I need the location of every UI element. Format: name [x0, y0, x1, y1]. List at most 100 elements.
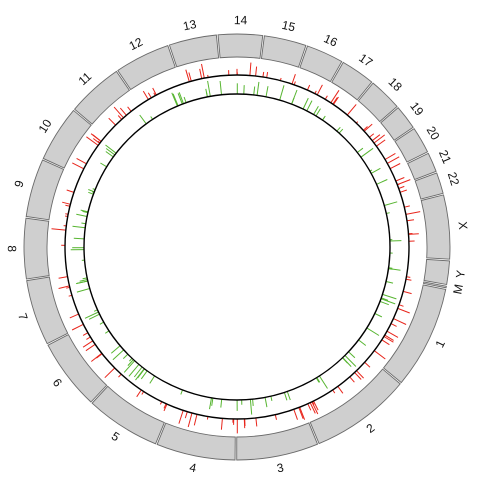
inner-track-mark — [374, 313, 383, 318]
chromosome-label-6: 6 — [50, 376, 65, 390]
chromosome-segment-18 — [357, 82, 398, 123]
outer-track-mark — [66, 189, 75, 193]
inner-track-mark — [82, 210, 89, 214]
outer-track-mark — [117, 115, 123, 120]
inner-track-mark — [133, 366, 143, 378]
outer-track-mark — [332, 96, 339, 105]
outer-track-mark — [142, 90, 149, 100]
outer-track-mark — [384, 152, 396, 160]
inner-track-mark — [344, 355, 357, 367]
outer-track-mark — [313, 400, 319, 411]
inner-track-mark — [356, 147, 364, 153]
chromosome-segment-13 — [168, 34, 220, 68]
inner-track-mark — [99, 321, 104, 325]
chromosome-segment-22 — [414, 172, 444, 200]
outer-track-mark — [85, 343, 96, 352]
inner-track-mark — [302, 97, 309, 110]
inner-track-mark — [88, 191, 94, 195]
chromosome-segment-9 — [25, 159, 65, 221]
outer-track-mark — [399, 189, 407, 193]
chromosome-segment-16 — [299, 45, 343, 83]
inner-track-mark — [140, 370, 148, 380]
outer-track-mark — [397, 179, 411, 186]
inner-track-mark — [207, 80, 211, 97]
chromosome-segment-6 — [47, 333, 108, 403]
outer-track-mark — [185, 69, 190, 82]
outer-track-mark — [184, 411, 188, 419]
inner-track-mark — [220, 399, 223, 408]
inner-track-mark — [76, 288, 90, 293]
outer-track-mark — [96, 353, 103, 359]
outer-track-mark — [371, 134, 381, 142]
inner-track-mark — [211, 398, 214, 406]
inner-track-mark — [105, 151, 114, 158]
chromosome-label-2: 2 — [364, 421, 378, 436]
outer-track-mark — [249, 62, 252, 76]
chromosome-label-Y: Y — [453, 269, 468, 279]
outer-track-mark — [354, 372, 362, 380]
inner-track-mark — [382, 293, 397, 300]
inner-track-mark — [105, 144, 117, 154]
inner-track-mark — [172, 93, 179, 106]
inner-track-green-marks — [70, 80, 402, 415]
inner-track-mark — [348, 351, 356, 359]
outer-track-mark — [65, 204, 71, 207]
chromosome-segment-4 — [156, 422, 236, 461]
outer-track-baseline — [64, 74, 410, 420]
inner-track-mark — [384, 201, 398, 206]
inner-track-mark — [286, 391, 291, 401]
inner-track-mark — [112, 349, 125, 361]
inner-track-baseline — [83, 93, 391, 401]
outer-track-mark — [346, 104, 357, 116]
outer-track-mark — [404, 205, 410, 208]
outer-track-mark — [201, 63, 205, 79]
outer-track-mark — [119, 107, 127, 116]
chromosome-segment-19 — [380, 107, 414, 141]
inner-track-mark — [183, 96, 187, 103]
chromosome-segment-8 — [23, 217, 50, 280]
inner-track-mark — [338, 128, 344, 134]
outer-track-mark — [58, 276, 68, 279]
inner-track-mark — [205, 88, 208, 97]
inner-track-mark — [79, 279, 88, 282]
outer-track-mark — [383, 336, 394, 343]
outer-track-mark — [384, 334, 394, 341]
outer-track-mark — [274, 414, 277, 420]
inner-track-mark — [283, 392, 288, 401]
outer-track-mark — [51, 228, 66, 231]
inner-track-mark — [76, 213, 88, 217]
outer-track-mark — [406, 219, 415, 222]
outer-track-mark — [363, 126, 368, 131]
inner-track-mark — [315, 108, 321, 117]
outer-track-mark — [330, 90, 340, 104]
outer-track-mark — [127, 106, 132, 112]
inner-track-mark — [81, 222, 86, 225]
outer-track-mark — [255, 417, 258, 427]
chromosome-segment-X — [420, 194, 451, 260]
chromosome-label-1: 1 — [432, 338, 448, 350]
chromosome-label-X: X — [455, 221, 470, 230]
chromosome-segment-5 — [91, 385, 165, 445]
inner-track-mark — [360, 147, 374, 158]
outer-track-mark — [398, 304, 404, 307]
outer-track-mark — [62, 201, 71, 205]
outer-track-mark — [104, 367, 116, 379]
outer-track-mark — [113, 106, 124, 119]
chromosome-label-8: 8 — [5, 245, 19, 252]
inner-track-mark — [135, 368, 145, 381]
inner-track-mark — [171, 92, 178, 107]
outer-track-mark — [255, 66, 258, 77]
outer-track-mark — [76, 157, 87, 165]
inner-track-mark — [366, 327, 380, 336]
inner-track-mark — [306, 100, 313, 112]
inner-track-mark — [265, 86, 269, 97]
inner-track-mark — [139, 114, 147, 125]
chromosome-label-9: 9 — [11, 178, 26, 189]
chromosome-label-3: 3 — [276, 460, 286, 475]
inner-track-mark — [315, 377, 320, 383]
outer-track-mark — [403, 290, 412, 295]
inner-track-mark — [110, 345, 121, 354]
inner-track-mark — [73, 237, 85, 240]
outer-track-mark — [163, 403, 167, 409]
inner-track-mark — [72, 225, 86, 229]
